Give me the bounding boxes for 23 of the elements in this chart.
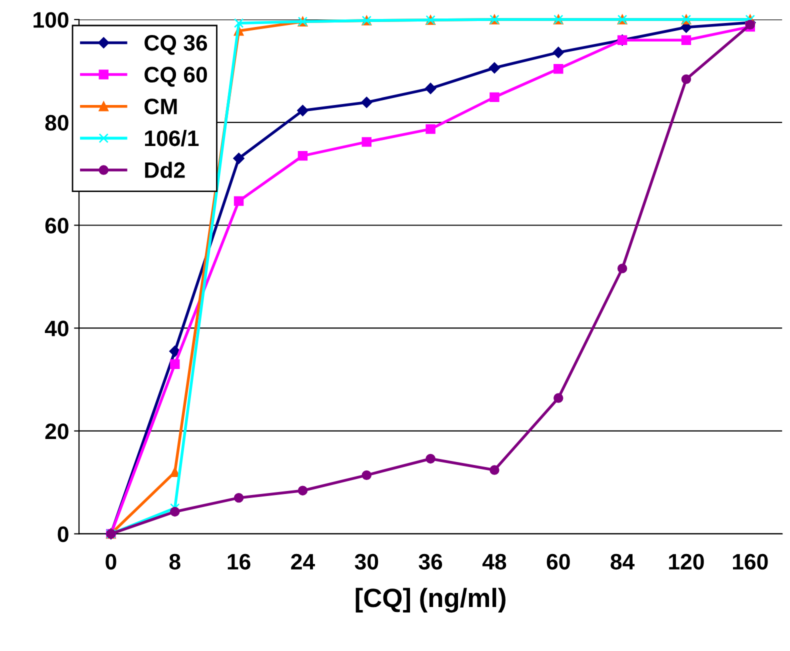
y-tick-label: 20	[45, 423, 68, 440]
legend-label: Dd2	[145, 162, 185, 178]
y-tick-label: 0	[58, 526, 68, 542]
x-tick-label: 60	[546, 554, 570, 570]
y-tick-label: 80	[45, 114, 68, 131]
x-axis-title: [CQ] (ng/ml)	[356, 588, 506, 613]
x-tick-label: 8	[169, 554, 180, 570]
x-tick-label: 0	[106, 554, 116, 570]
legend-label: CM	[144, 98, 177, 114]
y-tick-label: 60	[45, 218, 68, 234]
x-tick-label: 48	[482, 554, 506, 570]
x-tick-label: 24	[291, 554, 315, 570]
x-tick-label: 120	[669, 554, 704, 570]
x-tick-label: 160	[733, 554, 768, 570]
x-tick-label: 16	[228, 554, 250, 570]
x-tick-label: 36	[418, 554, 442, 570]
legend-label: CQ 60	[144, 66, 207, 87]
x-tick-label: 30	[354, 554, 378, 570]
x-tick-label: 84	[610, 554, 635, 570]
legend-label: 106/1	[145, 130, 199, 146]
legend-label: CQ 36	[144, 34, 208, 55]
y-tick-label: 100	[34, 12, 68, 28]
y-tick-label: 40	[44, 320, 68, 336]
